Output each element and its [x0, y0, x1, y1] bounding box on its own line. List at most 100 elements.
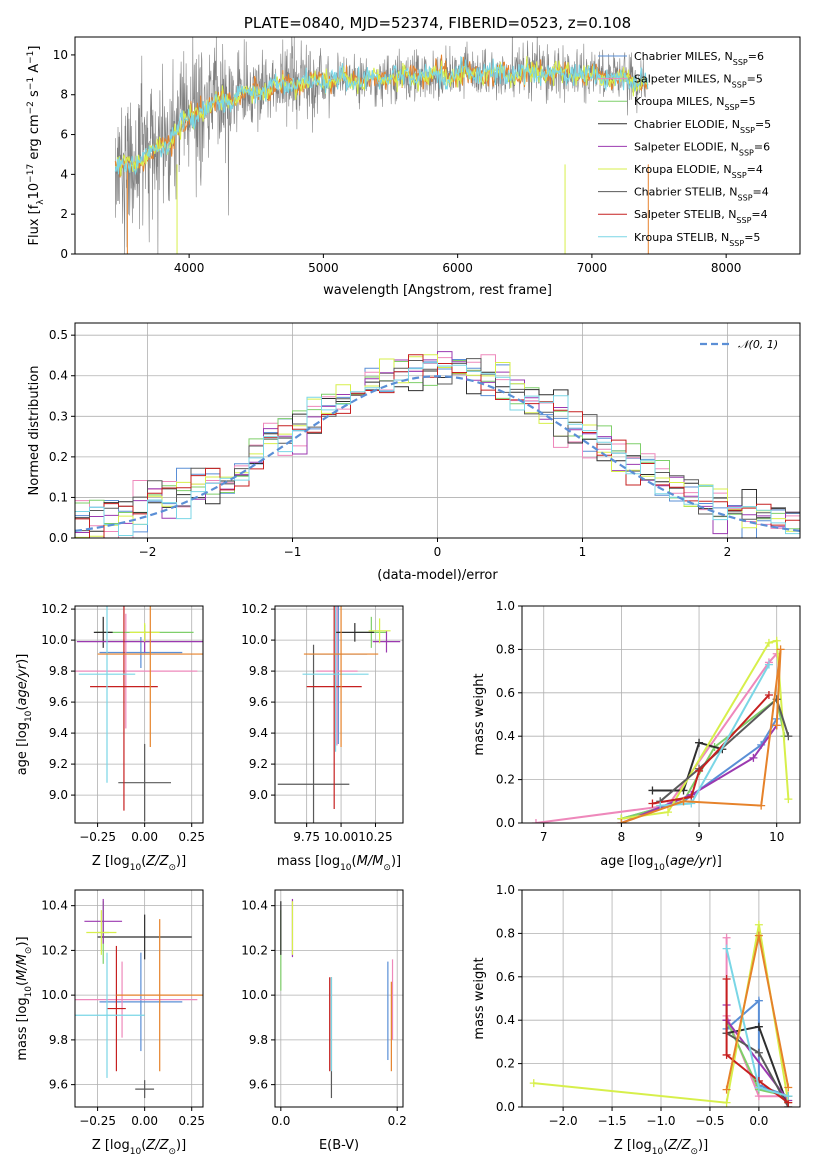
- chart-spectrum: 4000 5000 6000 7000 8000 0 2 4 6 8 10 PLATE=0840, M…: [26, 14, 801, 298]
- label-part: (: [663, 1138, 668, 1153]
- legend-count: =5: [755, 118, 771, 131]
- series-marker-salpeter_stelib: [722, 974, 731, 983]
- series-marker-orange: [754, 931, 763, 940]
- y-tick-label: 9.8: [249, 1033, 268, 1047]
- x-tick-label: −0.25: [79, 1114, 116, 1128]
- legend-text: Chabrier ELODIE, N: [634, 118, 740, 131]
- x-tick-label: 0: [434, 545, 442, 559]
- y-tick-label: 10.0: [241, 988, 268, 1002]
- x-tick-label: −0.5: [695, 1114, 724, 1128]
- y-tick-label: 0.6: [496, 686, 515, 700]
- label-part: 10: [130, 863, 142, 873]
- y-tick-label: 0.4: [496, 729, 515, 743]
- label-part: ]: [27, 46, 42, 51]
- y-tick-label: 0.0: [496, 1100, 515, 1114]
- x-tick-label: 10.25: [358, 830, 392, 844]
- label-part: Z/Z: [145, 854, 169, 869]
- plot-area: [75, 606, 203, 822]
- series-marker-kroupa_elodie: [784, 795, 793, 804]
- x-tick-label: 0.00: [131, 1114, 158, 1128]
- series-marker-salpeter_miles: [722, 933, 731, 942]
- series-marker-kroupa_elodie: [529, 1079, 538, 1088]
- y-tick-label: 10.2: [241, 602, 268, 616]
- legend-entry-kroupa_elodie: Kroupa ELODIE, NSSP=4: [634, 163, 763, 180]
- y-tick-label: 9.0: [249, 788, 268, 802]
- series-line-salpeter_miles: [725, 937, 789, 1098]
- y-tick-label: 10.2: [241, 943, 268, 957]
- label-part: A: [27, 64, 42, 77]
- label-part: mass [log: [277, 854, 340, 869]
- y-axis-label: mass [log10(M/M⊙)]: [15, 936, 34, 1060]
- y-tick-label: 0.0: [496, 816, 515, 830]
- series-marker-orange: [784, 1083, 793, 1092]
- y-tick-label: 10.4: [241, 899, 268, 913]
- x-tick-label: −1.5: [597, 1114, 626, 1128]
- label-part: ⊙: [24, 947, 34, 955]
- x-tick-label: 4000: [174, 261, 205, 275]
- normal-curve: [75, 375, 800, 532]
- series-marker-salpeter_stelib: [722, 1050, 731, 1059]
- y-axis-label: mass weight: [472, 673, 487, 755]
- label-part: age [log: [15, 722, 30, 775]
- y-tick-label: 10.4: [41, 899, 68, 913]
- label-part: )]: [391, 854, 401, 869]
- x-axis-label: wavelength [Angstrom, rest frame]: [323, 283, 552, 298]
- y-tick-label: 10.2: [41, 943, 68, 957]
- legend-entry-chabrier_stelib: Chabrier STELIB, NSSP=4: [634, 186, 769, 203]
- y-tick-label: 0.6: [496, 970, 515, 984]
- label-part: (: [665, 854, 670, 869]
- series-marker-chabrier_miles: [754, 996, 763, 1005]
- chart-weight-vs-Z: −2.0 −1.5 −1.0 −0.5 0.0 0.0 0.2 0.4 0.6 0.8 1.0 Z […: [472, 883, 801, 1157]
- y-tick-label: 10.0: [41, 633, 68, 647]
- legend-subscript: SSP: [729, 238, 744, 247]
- x-axis-label: Z [log10(Z/Z⊙)]: [92, 854, 186, 873]
- y-tick-label: 0: [60, 247, 68, 261]
- legend-count: =6: [748, 50, 764, 63]
- y-tick-label: 0.2: [496, 1057, 515, 1071]
- label-part: ⊙: [690, 1147, 698, 1157]
- label-part: Z/Z: [667, 1138, 691, 1153]
- series-line-orange: [725, 935, 790, 1090]
- x-tick-label: 10.00: [324, 830, 358, 844]
- series-marker-chabrier_stelib: [784, 732, 793, 741]
- y-tick-label: 0.8: [496, 926, 515, 940]
- x-tick-label: 7: [540, 830, 548, 844]
- label-part: 10: [653, 863, 665, 873]
- legend-count: =4: [751, 208, 767, 221]
- label-part: age [log: [600, 854, 653, 869]
- label-part: 10: [130, 1147, 142, 1157]
- series-line-salpeter_elodie: [621, 724, 778, 823]
- x-tick-label: 7000: [577, 261, 608, 275]
- legend-count: =5: [747, 73, 763, 86]
- series-line-chabrier_stelib: [659, 697, 790, 803]
- label-part: Z [log: [614, 1138, 652, 1153]
- y-tick-label: 9.6: [249, 695, 268, 709]
- axes-frame: [521, 605, 801, 824]
- chart-mass-vs-ebv: 0.0 0.2 9.6 9.8 10.0 10.2 10.4 E(B-V): [241, 889, 407, 1153]
- y-tick-label: 0.1: [49, 490, 68, 504]
- x-axis-label: Z [log10(Z/Z⊙)]: [614, 1138, 708, 1157]
- x-axis-label: (data-model)/error: [377, 568, 498, 583]
- label-part: age/yr: [15, 662, 30, 705]
- chart-mass-vs-Z: −0.25 0.00 0.259.69.810.010.210.4Z [log10(…: [15, 889, 205, 1157]
- x-tick-label: 10: [769, 830, 784, 844]
- plot-area: [531, 636, 793, 823]
- y-tick-label: 1.0: [496, 883, 515, 897]
- series-marker-orange: [722, 1085, 731, 1094]
- label-part: (: [15, 981, 30, 986]
- label-part: mass [log: [15, 997, 30, 1060]
- y-tick-label: 9.6: [49, 1078, 68, 1092]
- x-tick-label: 0.0: [271, 1114, 290, 1128]
- label-part: (: [141, 1138, 146, 1153]
- chart-residuals: −2 −1 0 1 2 0.0 0.1 0.2 0.3 0.4 0.5 (data-model)/er…: [27, 322, 801, 583]
- series-marker-chabrier_elodie: [695, 738, 704, 747]
- series-marker-chabrier_stelib: [754, 1048, 763, 1057]
- label-part: −1: [26, 77, 36, 90]
- x-tick-label: 0.0: [749, 1114, 768, 1128]
- model-spectrum-kroupa_stelib: [114, 55, 649, 176]
- series-marker-orange: [679, 797, 688, 806]
- label-part: s: [27, 90, 42, 101]
- label-part: )]: [15, 654, 30, 664]
- chart-age-vs-Z: −0.25 0.00 0.25 9.0 9.2 9.4 9.6 9.8 10.0 10.2 Z [l…: [15, 602, 205, 873]
